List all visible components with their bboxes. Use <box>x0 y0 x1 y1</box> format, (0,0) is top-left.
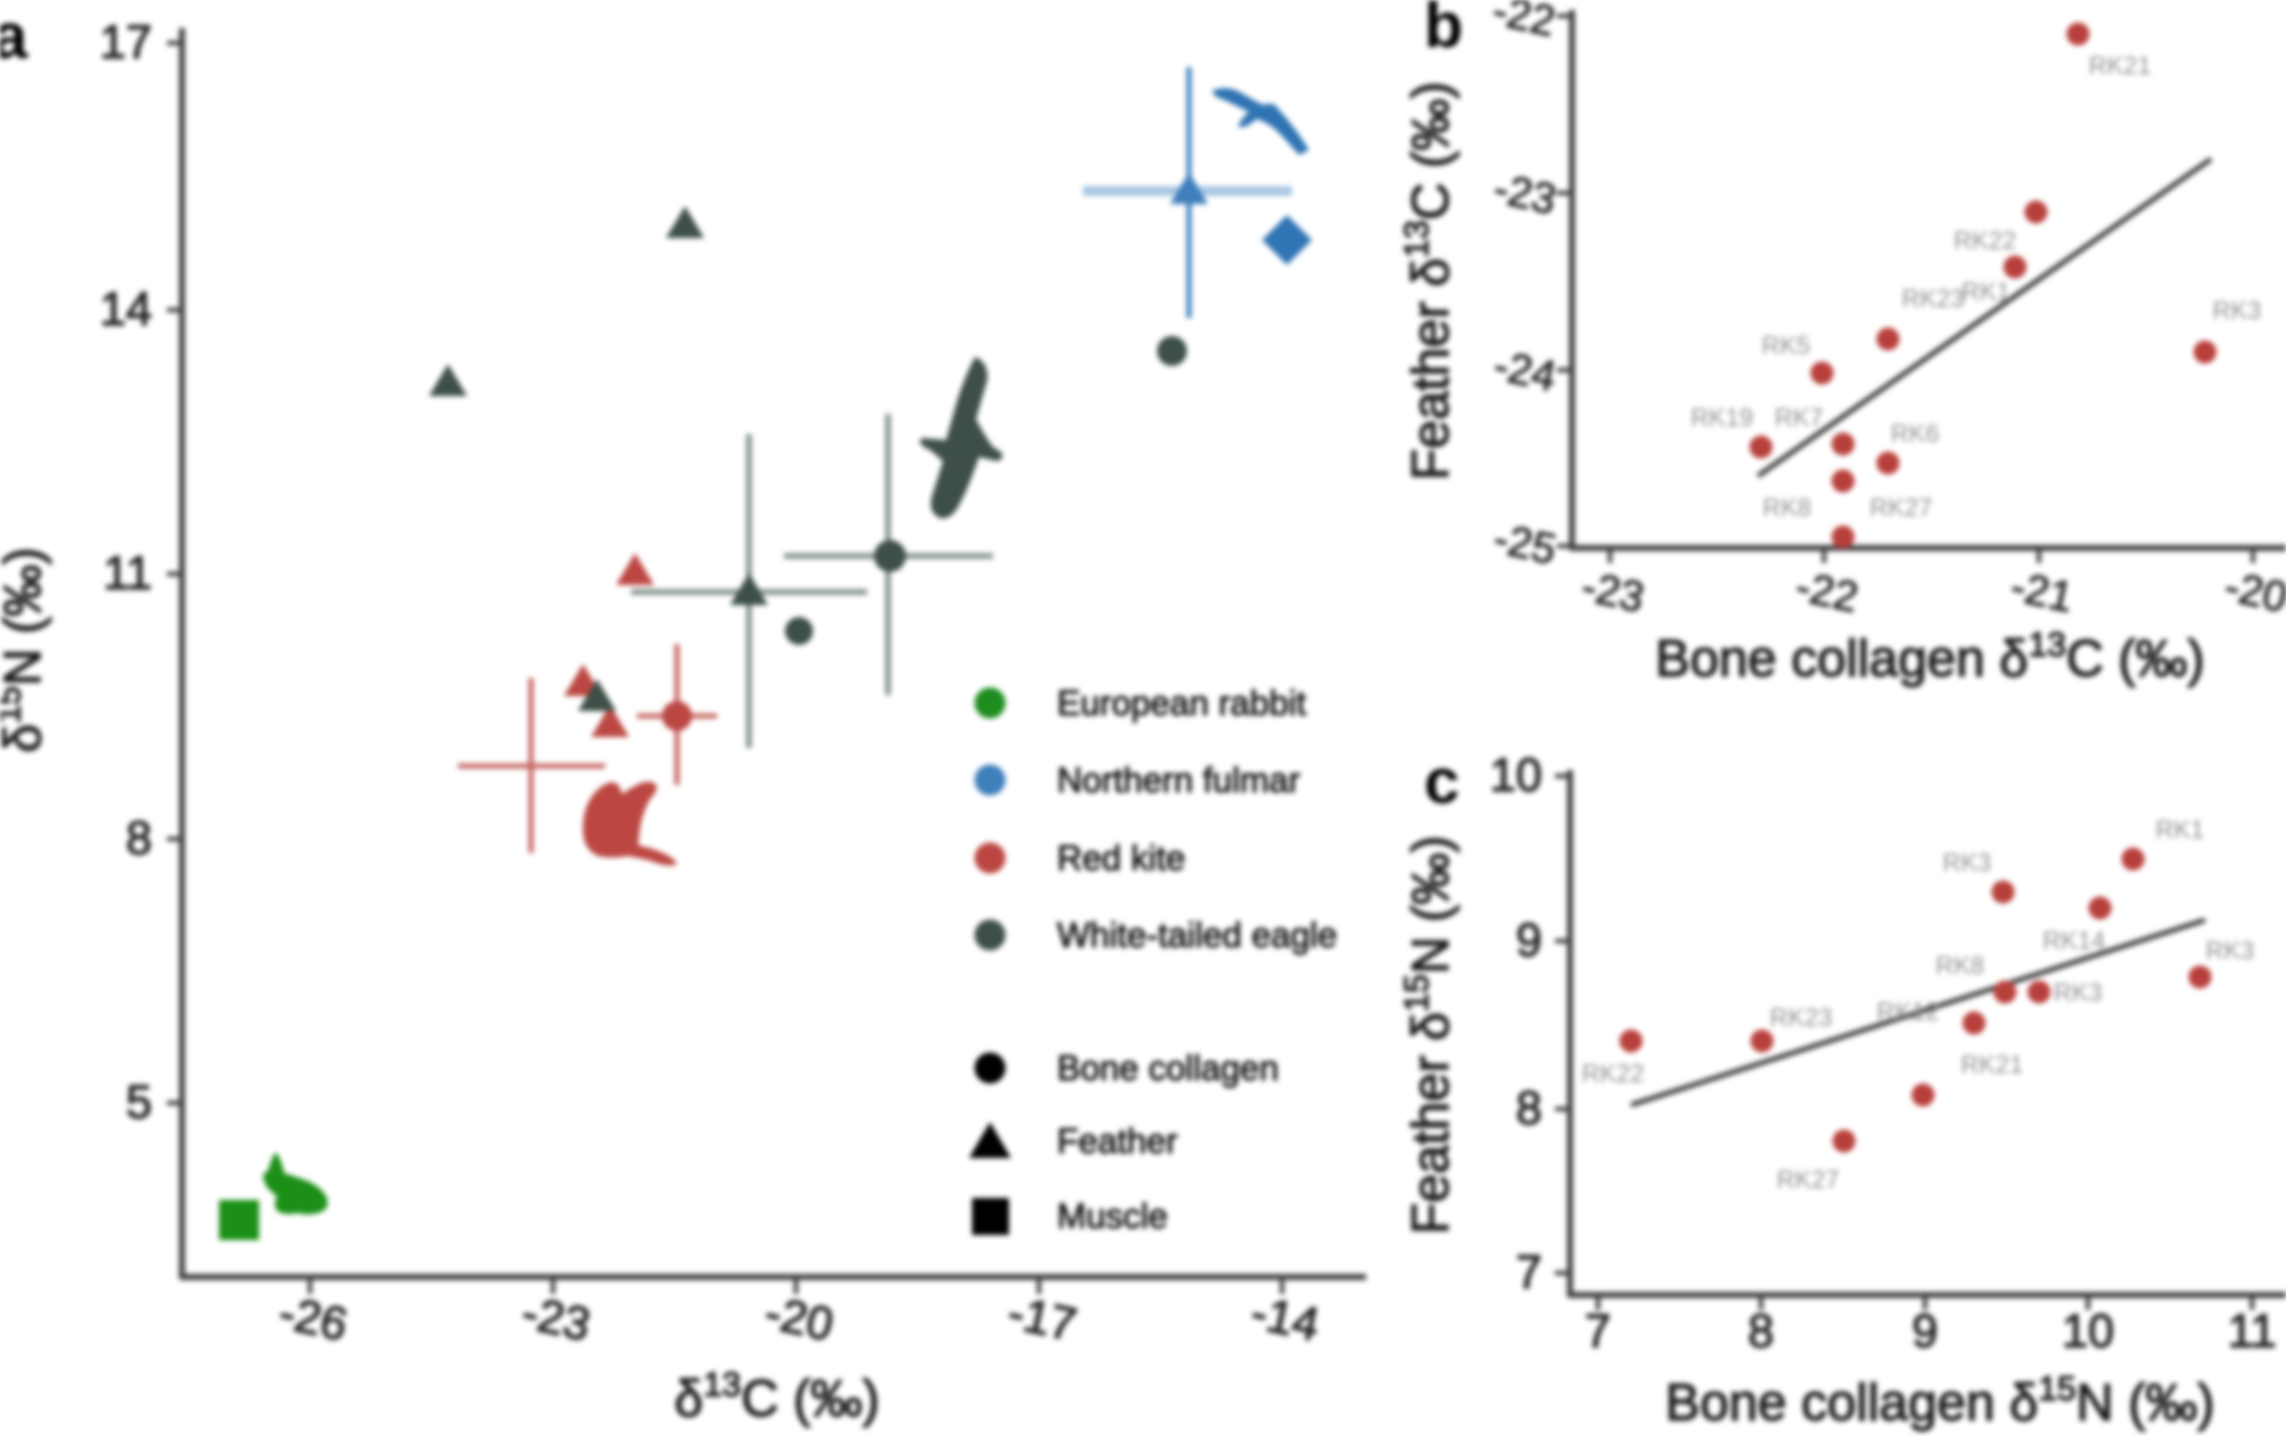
svg-text:RK12: RK12 <box>1877 998 1940 1026</box>
svg-text:17: 17 <box>100 15 152 68</box>
svg-text:-20: -20 <box>2221 562 2286 622</box>
svg-text:RK27: RK27 <box>1777 1166 1840 1194</box>
svg-text:RK23: RK23 <box>1902 285 1965 313</box>
svg-text:RK1: RK1 <box>2156 816 2205 844</box>
svg-text:RK7: RK7 <box>1775 404 1824 432</box>
svg-text:RK27: RK27 <box>1870 494 1933 522</box>
svg-text:Red kite: Red kite <box>1057 839 1185 878</box>
svg-text:RK8: RK8 <box>1763 494 1812 522</box>
svg-text:7: 7 <box>1516 1245 1542 1298</box>
svg-text:8: 8 <box>1748 1304 1774 1357</box>
svg-text:RK3: RK3 <box>2054 979 2103 1007</box>
svg-text:c: c <box>1424 745 1460 817</box>
svg-text:-20: -20 <box>761 1285 838 1351</box>
svg-text:RK1: RK1 <box>1962 278 2011 306</box>
svg-text:RK3: RK3 <box>2213 297 2262 325</box>
svg-text:9: 9 <box>1516 913 1542 966</box>
svg-text:10: 10 <box>1490 748 1542 801</box>
svg-text:10: 10 <box>2062 1304 2114 1357</box>
svg-text:Northern fulmar: Northern fulmar <box>1057 761 1300 800</box>
svg-text:RK19: RK19 <box>1691 404 1754 432</box>
svg-text:RK22: RK22 <box>1954 227 2017 255</box>
svg-text:b: b <box>1424 0 1463 61</box>
svg-text:9: 9 <box>1912 1304 1938 1357</box>
svg-text:5: 5 <box>126 1075 152 1128</box>
svg-text:Bone collagen δ13C (‰): Bone collagen δ13C (‰) <box>1655 626 2204 688</box>
svg-text:RK3: RK3 <box>2206 937 2255 965</box>
svg-text:RK14: RK14 <box>2043 927 2106 955</box>
svg-text:RK23: RK23 <box>1770 1004 1833 1032</box>
svg-text:RK8: RK8 <box>1936 952 1985 980</box>
svg-text:a: a <box>0 0 28 72</box>
svg-text:RK6: RK6 <box>1891 420 1940 448</box>
svg-text:8: 8 <box>126 811 152 864</box>
svg-text:δ15N (‰): δ15N (‰) <box>0 547 52 752</box>
svg-text:RK3: RK3 <box>1943 849 1992 877</box>
svg-text:White-tailed eagle: White-tailed eagle <box>1057 916 1337 955</box>
svg-text:Feather δ13C (‰): Feather δ13C (‰) <box>1398 81 1460 480</box>
svg-text:Feather δ15N (‰): Feather δ15N (‰) <box>1398 835 1460 1234</box>
svg-text:-22: -22 <box>1489 0 1560 46</box>
svg-text:European rabbit: European rabbit <box>1057 684 1306 723</box>
svg-text:-24: -24 <box>1490 341 1561 401</box>
svg-text:RK5: RK5 <box>1762 332 1811 360</box>
svg-text:7: 7 <box>1585 1304 1611 1357</box>
svg-text:Feather: Feather <box>1057 1122 1178 1161</box>
svg-text:11: 11 <box>2228 1304 2277 1357</box>
svg-text:RK21: RK21 <box>1961 1051 2024 1079</box>
svg-text:RK21: RK21 <box>2089 52 2152 80</box>
svg-text:RK22: RK22 <box>1582 1060 1645 1088</box>
svg-text:11: 11 <box>103 546 152 599</box>
svg-text:14: 14 <box>100 282 152 335</box>
svg-text:Muscle: Muscle <box>1057 1197 1168 1236</box>
svg-text:Bone collagen: Bone collagen <box>1057 1049 1279 1088</box>
svg-text:Bone collagen δ15N (‰): Bone collagen δ15N (‰) <box>1665 1370 2214 1432</box>
svg-text:8: 8 <box>1516 1081 1542 1134</box>
